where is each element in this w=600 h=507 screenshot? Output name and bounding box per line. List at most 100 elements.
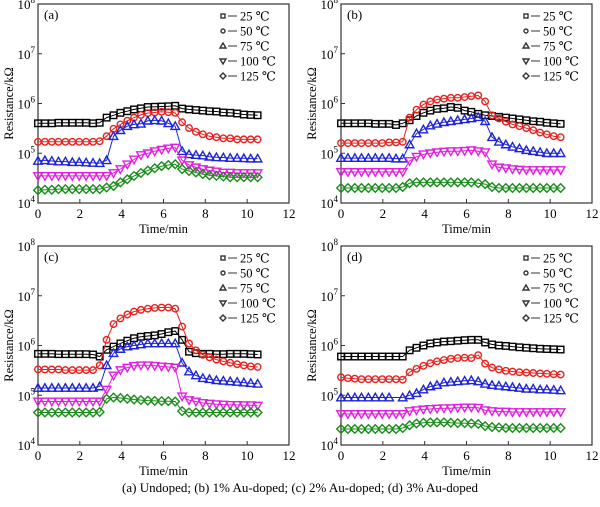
data-point (431, 417, 443, 428)
data-point (80, 183, 92, 195)
data-point (197, 399, 209, 409)
data-point (431, 118, 443, 128)
series-100C (335, 403, 567, 420)
data-point (472, 403, 484, 414)
data-point (183, 148, 195, 159)
data-point (183, 396, 195, 406)
data-point (369, 391, 381, 402)
legend-marker (220, 28, 226, 34)
data-point (465, 146, 477, 156)
data-point (169, 159, 181, 170)
data-point (520, 144, 532, 155)
data-point (342, 410, 354, 420)
data-point (412, 105, 421, 114)
data-point (431, 148, 443, 158)
data-point (438, 147, 450, 158)
data-point (59, 155, 71, 166)
data-point (122, 174, 133, 185)
series-75C (32, 114, 264, 168)
data-point (108, 169, 119, 179)
data-point (149, 114, 161, 125)
data-point (541, 422, 553, 434)
data-point (390, 152, 402, 163)
data-point (204, 151, 215, 161)
data-point (87, 171, 99, 182)
data-point (46, 171, 58, 182)
data-point (376, 391, 388, 402)
data-point (493, 163, 505, 174)
data-point (231, 407, 243, 418)
data-point (204, 373, 215, 384)
data-point (500, 164, 512, 174)
data-point (128, 339, 140, 350)
data-point (486, 160, 498, 170)
data-point (481, 97, 490, 106)
data-point (122, 393, 133, 405)
data-point (46, 155, 58, 165)
data-point (529, 126, 538, 135)
data-point (556, 133, 565, 142)
x-tick-label: 10 (241, 206, 254, 221)
data-point (398, 352, 407, 361)
data-point (238, 376, 250, 387)
data-point (555, 422, 566, 434)
data-point (362, 152, 374, 163)
x-tick-label: 2 (380, 448, 387, 463)
data-point (135, 338, 147, 349)
legend-marker (523, 270, 529, 276)
data-point (513, 165, 525, 176)
data-point (411, 177, 422, 188)
legend-label: 75 ℃ (543, 282, 573, 296)
legend-marker (521, 58, 531, 66)
series-line (38, 330, 258, 358)
data-point (32, 382, 44, 392)
data-point (169, 363, 181, 374)
data-point (472, 375, 484, 386)
y-tick-label: 105 (321, 144, 339, 161)
data-point (101, 154, 113, 165)
data-point (390, 168, 402, 178)
data-point (438, 177, 450, 188)
data-point (135, 394, 147, 406)
data-point (87, 157, 99, 167)
legend-label: 100 ℃ (240, 297, 276, 311)
data-point (424, 380, 436, 391)
data-point (80, 407, 92, 418)
data-point (445, 147, 457, 157)
legend-marker (523, 13, 529, 19)
y-tick-label: 107 (18, 287, 36, 304)
data-point (67, 183, 78, 195)
data-point (142, 395, 154, 406)
data-point (452, 177, 463, 188)
data-point (169, 396, 181, 407)
data-point (486, 407, 498, 417)
data-point (121, 340, 133, 351)
data-point (156, 145, 168, 156)
data-point (190, 397, 202, 408)
data-point (356, 182, 367, 194)
data-point (114, 366, 126, 376)
series-line (340, 354, 561, 381)
data-point (459, 146, 471, 157)
data-point (411, 152, 422, 163)
data-point (114, 343, 126, 353)
data-point (474, 91, 483, 100)
data-point (128, 170, 140, 182)
data-point (224, 375, 236, 386)
x-tick-label: 12 (283, 448, 296, 463)
y-tick-label: 107 (321, 287, 339, 304)
data-point (108, 392, 119, 403)
chart-panel-a: 0 2 4 6 8 10 12 104 105 106 107 108 Time/min Resistan… (2, 0, 296, 236)
data-point (253, 350, 262, 359)
data-point (431, 379, 443, 390)
series-100C (32, 361, 264, 412)
data-point (210, 151, 222, 162)
data-point (362, 168, 374, 178)
data-point (508, 120, 517, 129)
data-point (472, 147, 484, 157)
data-point (452, 375, 464, 386)
data-point (114, 165, 126, 175)
data-point (185, 339, 193, 348)
data-point (217, 151, 229, 162)
data-point (238, 171, 250, 183)
